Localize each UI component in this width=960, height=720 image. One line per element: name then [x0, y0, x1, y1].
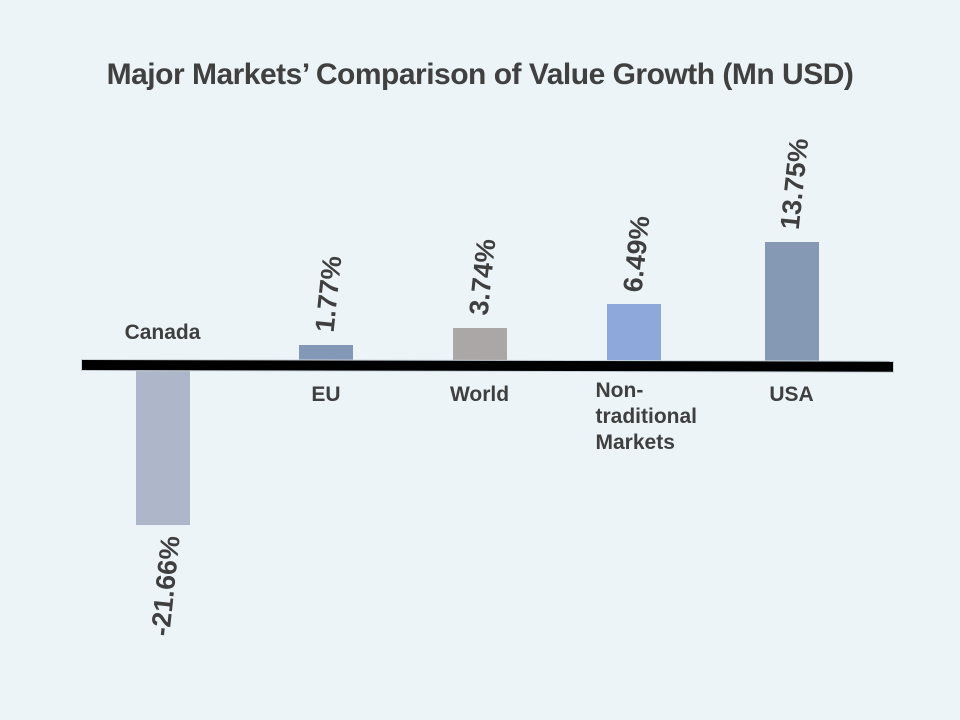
category-label-non-traditional-markets: Non- traditional Markets: [595, 379, 698, 454]
value-label-non-traditional-markets: 6.49%: [617, 213, 655, 294]
value-label-canada: -21.66%: [144, 534, 186, 638]
category-label-world: World: [449, 383, 510, 406]
category-label-usa: USA: [769, 383, 814, 406]
category-label-eu: EU: [311, 383, 341, 406]
bar-canada: [135, 363, 190, 526]
value-label-eu: 1.77%: [309, 254, 348, 334]
chart-title: Major Markets’ Comparison of Value Growt…: [106, 58, 854, 91]
category-label-canada: Canada: [124, 321, 201, 344]
axis-baseline: [81, 360, 894, 372]
bar-non-traditional-markets: [606, 304, 661, 368]
value-label-usa: 13.75%: [774, 136, 814, 231]
value-label-world: 3.74%: [463, 237, 501, 317]
bar-usa: [764, 241, 819, 368]
